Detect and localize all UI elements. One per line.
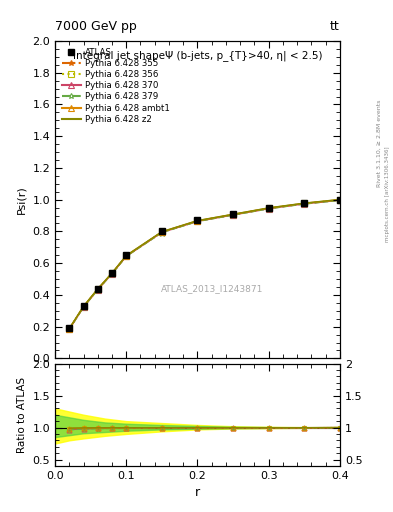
Text: 7000 GeV pp: 7000 GeV pp [55, 20, 137, 33]
Y-axis label: Ratio to ATLAS: Ratio to ATLAS [17, 377, 27, 453]
Y-axis label: Psi(r): Psi(r) [17, 185, 27, 214]
Text: ATLAS_2013_I1243871: ATLAS_2013_I1243871 [161, 284, 263, 293]
X-axis label: r: r [195, 486, 200, 499]
Text: Rivet 3.1.10, ≥ 2.8M events: Rivet 3.1.10, ≥ 2.8M events [377, 100, 382, 187]
Text: mcplots.cern.ch [arXiv:1306.3436]: mcplots.cern.ch [arXiv:1306.3436] [385, 147, 389, 242]
Text: tt: tt [330, 20, 340, 33]
Text: Integral jet shapeΨ (b-jets, p_{T}>40, η| < 2.5): Integral jet shapeΨ (b-jets, p_{T}>40, η… [73, 51, 322, 61]
Legend: ATLAS, Pythia 6.428 355, Pythia 6.428 356, Pythia 6.428 370, Pythia 6.428 379, P: ATLAS, Pythia 6.428 355, Pythia 6.428 35… [59, 45, 173, 126]
